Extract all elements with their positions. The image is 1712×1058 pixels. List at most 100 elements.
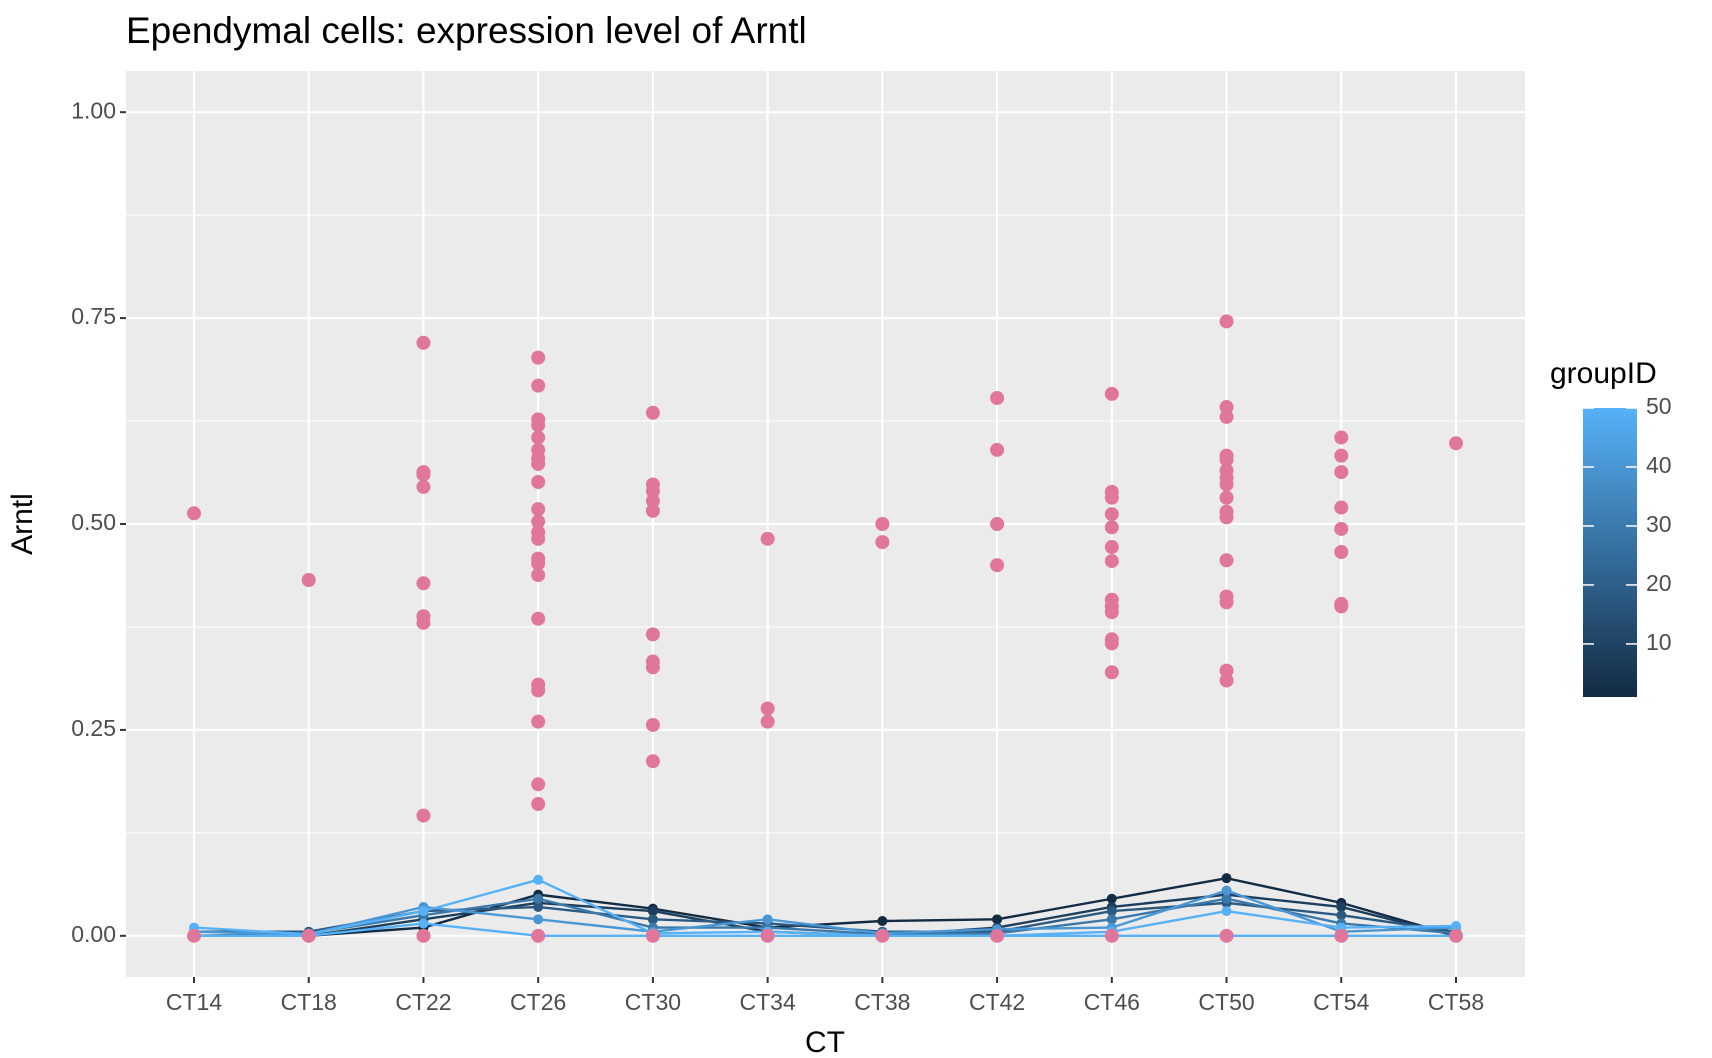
cell-point [645,484,660,499]
cell-point [1219,400,1234,415]
cell-point [416,928,431,943]
cell-point [760,701,775,716]
cell-point [1219,477,1234,492]
cell-point [990,558,1005,573]
cell-point [1104,605,1119,620]
group-point [418,906,429,917]
cell-point [531,502,546,517]
cell-point [1104,554,1119,569]
cell-point [1219,928,1234,943]
cell-point [531,777,546,792]
cell-point [531,714,546,729]
group-point [1336,910,1347,921]
y-axis-title: Arntl [6,493,39,555]
x-tick-label: CT38 [854,989,910,1015]
cell-point [1219,452,1234,467]
cell-point [645,493,660,508]
cell-point [1219,490,1234,505]
cell-point [990,390,1005,405]
cell-point [1104,507,1119,522]
cell-point [1219,663,1234,678]
x-tick-label: CT50 [1198,989,1254,1015]
cell-point [1219,673,1234,688]
cell-point [645,928,660,943]
x-tick-label: CT14 [166,989,222,1015]
y-tick-label: 0.50 [71,509,116,535]
cell-point [531,378,546,393]
cell-point [416,808,431,823]
group-point [533,914,544,925]
cell-point [645,627,660,642]
group-line [193,897,1457,938]
cell-point [301,573,316,588]
cell-point [1334,928,1349,943]
group-line [194,922,1456,938]
cell-point [645,754,660,769]
group-point [647,906,658,917]
group-point [1451,920,1461,931]
cell-point [875,535,890,550]
cell-point [1449,436,1463,451]
cell-point [760,928,775,943]
cell-point [187,506,201,521]
group-point [533,901,544,912]
group-point [533,893,544,904]
group-line [194,876,1457,938]
cell-point [990,442,1005,457]
group-point [647,914,658,925]
cell-point [531,568,546,583]
cell-point [1219,553,1234,568]
cell-point [645,503,660,518]
cell-point [1334,500,1349,515]
cell-point [1104,665,1119,680]
cell-point [187,928,201,943]
cell-point [1334,599,1349,614]
cell-point [645,405,660,420]
cell-point [1219,510,1234,525]
cell-point [531,350,546,365]
cell-point [1219,409,1234,424]
group-point [877,915,888,926]
cell-point [1104,540,1119,555]
y-tick-label: 0.00 [71,921,116,947]
colorbar-tick-label: 20 [1646,570,1672,596]
group-point [1221,906,1232,917]
cell-point [301,928,316,943]
cell-point [531,418,546,433]
x-tick-label: CT54 [1313,989,1369,1015]
x-tick-label: CT30 [625,989,681,1015]
cell-point [1449,928,1463,943]
group-point [533,874,544,885]
cell-point [645,717,660,732]
cell-point [531,683,546,698]
cell-point [1104,520,1119,535]
cell-point [531,797,546,812]
cell-point [1219,595,1234,610]
x-tick-label: CT46 [1084,989,1140,1015]
cell-point [531,456,546,471]
group-point [1221,893,1232,904]
cell-point [875,928,890,943]
colorbar-tick-label: 50 [1646,393,1672,419]
cell-point [1219,314,1234,329]
cell-point [416,576,431,591]
x-tick-label: CT22 [395,989,451,1015]
cell-point [1104,928,1119,943]
colorbar-tick-label: 10 [1646,629,1672,655]
cell-point [531,531,546,546]
cell-point [1334,545,1349,560]
cell-point [531,556,546,571]
cell-point [875,517,890,531]
cell-point [531,430,546,445]
x-axis-title: CT [805,1026,845,1058]
cell-point [1334,521,1349,536]
cell-point [531,474,546,489]
cell-point [1334,465,1349,480]
cell-point [990,517,1005,531]
cell-point [531,611,546,626]
x-tick-label: CT58 [1428,989,1484,1015]
cell-point [1104,386,1119,401]
group-line [193,889,1457,936]
cell-point [760,531,775,546]
